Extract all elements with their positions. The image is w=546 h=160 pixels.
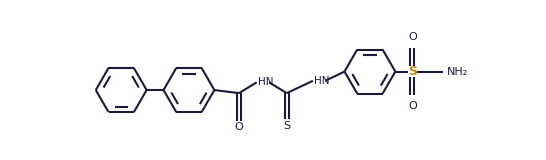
Text: S: S: [408, 65, 417, 78]
Text: O: O: [235, 122, 244, 132]
Text: S: S: [283, 121, 290, 131]
Text: O: O: [408, 101, 417, 111]
Text: HN: HN: [258, 77, 274, 87]
Text: NH₂: NH₂: [447, 67, 468, 77]
Text: O: O: [408, 32, 417, 42]
Text: HN: HN: [314, 76, 330, 86]
